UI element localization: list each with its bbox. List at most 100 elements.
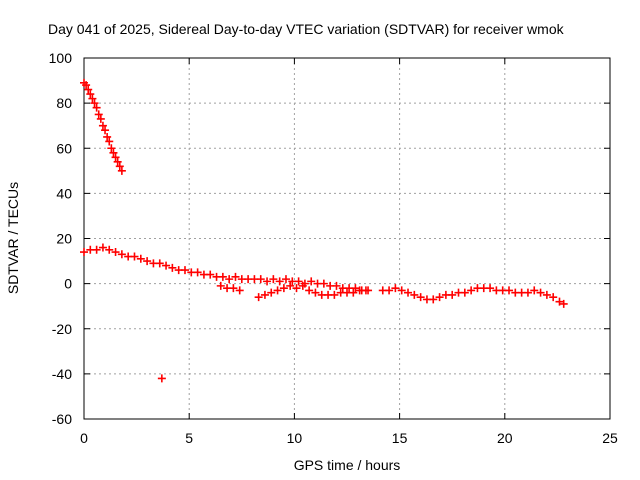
data-point xyxy=(157,374,166,383)
x-tick-label: 15 xyxy=(392,430,408,446)
y-tick-label: 0 xyxy=(64,276,72,292)
data-point xyxy=(111,153,120,162)
x-tick-label: 25 xyxy=(602,430,618,446)
data-point xyxy=(260,290,269,299)
data-point xyxy=(555,297,564,306)
data-point xyxy=(254,293,263,302)
data-point xyxy=(448,290,457,299)
data-point xyxy=(90,99,99,108)
data-point xyxy=(180,266,189,275)
data-point xyxy=(98,121,107,130)
data-point xyxy=(435,293,444,302)
data-point xyxy=(349,288,358,297)
data-point xyxy=(111,248,120,257)
data-point xyxy=(98,243,107,252)
data-point xyxy=(410,290,419,299)
data-point xyxy=(105,137,114,146)
data-point xyxy=(549,293,558,302)
data-point xyxy=(281,275,290,284)
x-axis-label: GPS time / hours xyxy=(294,457,401,473)
data-point xyxy=(155,259,164,268)
data-point xyxy=(107,144,116,153)
data-point xyxy=(298,281,307,290)
data-point xyxy=(429,295,438,304)
data-point xyxy=(279,284,288,293)
series-late-segment xyxy=(378,284,568,308)
data-point xyxy=(286,281,295,290)
plot-frame xyxy=(83,57,611,420)
data-point xyxy=(162,261,171,270)
data-point xyxy=(113,157,122,166)
data-point xyxy=(530,286,539,295)
data-point xyxy=(84,85,93,94)
data-point xyxy=(559,299,568,308)
data-point xyxy=(361,286,370,295)
data-point xyxy=(225,275,234,284)
data-point xyxy=(256,275,265,284)
data-point xyxy=(460,288,469,297)
data-point xyxy=(136,254,145,263)
data-point xyxy=(275,277,284,286)
y-tick-label: 100 xyxy=(49,50,73,66)
data-point xyxy=(292,284,301,293)
series-steep-descent xyxy=(80,78,126,175)
data-point xyxy=(105,245,114,254)
data-point xyxy=(319,279,328,288)
y-tick-label: -60 xyxy=(52,411,72,427)
data-point xyxy=(218,272,227,281)
x-tick-label: 0 xyxy=(80,430,88,446)
series-main-trend xyxy=(80,243,373,295)
chart-title: Day 041 of 2025, Sidereal Day-to-day VTE… xyxy=(48,21,565,37)
y-tick-label: 20 xyxy=(56,231,72,247)
y-tick-label: -40 xyxy=(52,366,72,382)
data-point xyxy=(536,288,545,297)
data-point xyxy=(231,272,240,281)
data-point xyxy=(82,81,91,90)
data-point xyxy=(467,286,476,295)
data-point xyxy=(385,286,394,295)
data-point xyxy=(115,162,124,171)
y-axis-label: SDTVAR / TECUs xyxy=(5,182,21,294)
y-tick-label: 60 xyxy=(56,140,72,156)
y-tick-label: 40 xyxy=(56,185,72,201)
data-point xyxy=(332,281,341,290)
data-point xyxy=(269,275,278,284)
x-tick-label: 20 xyxy=(497,430,513,446)
data-point xyxy=(305,286,314,295)
series-outlier xyxy=(157,374,166,383)
series-secondary-band xyxy=(216,281,370,302)
y-tick-label: 80 xyxy=(56,95,72,111)
data-point xyxy=(311,288,320,297)
data-point xyxy=(216,281,225,290)
data-point xyxy=(117,166,126,175)
data-point xyxy=(263,277,272,286)
data-point xyxy=(416,293,425,302)
data-point xyxy=(267,288,276,297)
data-point xyxy=(94,110,103,119)
data-point xyxy=(486,284,495,293)
data-point xyxy=(103,132,112,141)
data-point xyxy=(92,103,101,112)
data-point xyxy=(109,148,118,157)
data-point xyxy=(206,270,215,279)
data-point xyxy=(404,288,413,297)
data-point xyxy=(273,286,282,295)
data-point xyxy=(130,252,139,261)
data-point xyxy=(117,250,126,259)
data-point xyxy=(229,284,238,293)
data-point xyxy=(294,277,303,286)
grid xyxy=(84,58,610,419)
data-point xyxy=(80,248,88,257)
data-point xyxy=(96,114,105,123)
data-point xyxy=(330,290,339,299)
data-points xyxy=(80,78,568,383)
data-point xyxy=(235,286,244,295)
data-point xyxy=(92,245,101,254)
data-point xyxy=(143,257,152,266)
data-point xyxy=(193,268,202,277)
x-tick-label: 5 xyxy=(185,430,193,446)
data-point xyxy=(391,284,400,293)
data-point xyxy=(351,284,360,293)
data-point xyxy=(397,286,406,295)
